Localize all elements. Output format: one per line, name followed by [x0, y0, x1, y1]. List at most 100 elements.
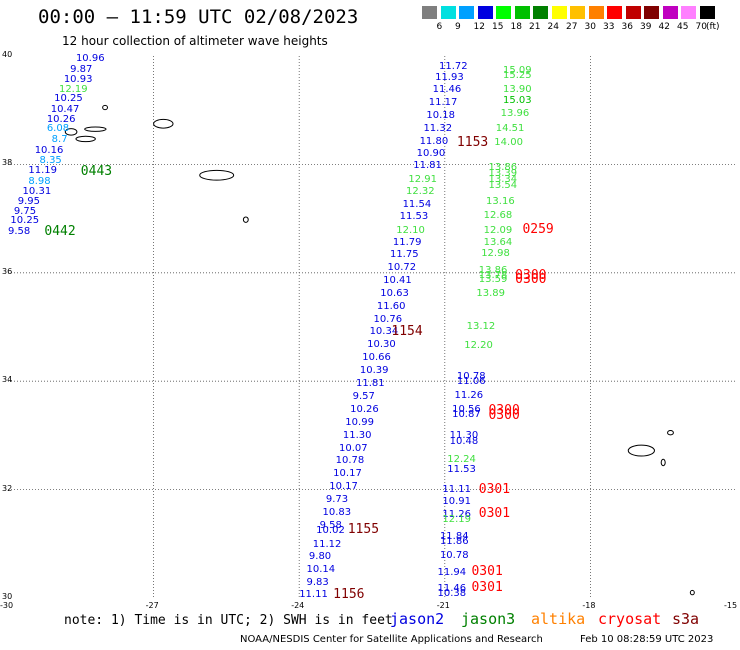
island-outline [64, 128, 78, 136]
wave-height-value: 11.81 [413, 160, 442, 172]
wave-height-value: 15.03 [503, 94, 532, 106]
credit-text: NOAA/NESDIS Center for Satellite Applica… [240, 634, 543, 645]
wave-height-value: 10.41 [383, 275, 412, 287]
legend-swatch [607, 6, 623, 19]
legend-label: 39 [640, 22, 652, 32]
lon-tick-label: -30 [0, 601, 14, 610]
pass-time-label: 0301 [478, 506, 511, 522]
legend-label: 21 [529, 22, 541, 32]
wave-height-value: 10.14 [306, 564, 336, 576]
wave-height-value: 14.00 [494, 136, 523, 148]
legend-label: 27 [566, 22, 578, 32]
pass-time-label: 0259 [522, 222, 554, 238]
wave-height-value: 11.46 [432, 84, 462, 96]
pass-time-label: 0300 [488, 407, 520, 423]
legend-swatch [662, 6, 679, 19]
wave-height-value: 9.57 [352, 390, 375, 402]
wave-height-value: 12.68 [483, 210, 513, 222]
wave-height-value: 10.72 [387, 261, 417, 273]
lat-lon-grid [8, 56, 736, 598]
legend-label: 45 [677, 22, 689, 32]
wave-height-value: 10.17 [329, 481, 358, 493]
wave-height-value: 10.16 [34, 144, 64, 156]
wave-height-value: 11.60 [376, 300, 406, 312]
pass-time-label: 0301 [478, 481, 511, 497]
wave-height-value: 11.17 [428, 97, 458, 109]
wave-height-value: 6.08 [46, 123, 70, 135]
wave-height-value: 14.51 [495, 123, 525, 135]
wave-height-value: 12.19 [58, 83, 88, 95]
legend-label: 42 [658, 22, 670, 32]
island-outline [153, 118, 174, 129]
wave-height-value: 10.66 [362, 352, 391, 364]
wave-height-value: 12.10 [396, 224, 425, 236]
island-outline [102, 104, 108, 111]
wave-height-value: 10.91 [442, 496, 471, 508]
pass-time-label: 0443 [80, 163, 113, 179]
wave-height-value: 13.78 [478, 270, 508, 282]
wave-height-value: 10.07 [338, 442, 368, 454]
wave-height-value: 13.86 [478, 265, 508, 277]
wave-height-value: 11.94 [437, 567, 467, 579]
legend-swatch [625, 6, 642, 19]
wave-height-value: 13.34 [488, 173, 518, 185]
lat-tick-label: 36 [2, 266, 13, 276]
lat-tick-label: 32 [2, 483, 13, 493]
legend-swatch [588, 6, 605, 19]
wave-height-value: 11.11 [442, 484, 471, 496]
islands-layer [64, 104, 695, 596]
island-outline [75, 135, 96, 143]
satellite-altika: altika [531, 610, 586, 628]
wave-height-value: 11.80 [419, 135, 449, 147]
wave-height-value: 10.90 [416, 147, 446, 159]
island-outline [242, 216, 249, 223]
legend-swatch [699, 6, 716, 19]
generated-time: Feb 10 08:28:59 UTC 2023 [580, 634, 714, 645]
wave-height-value: 10.25 [54, 93, 83, 105]
legend-swatch [681, 6, 697, 19]
wave-height-value: 11.75 [389, 249, 419, 261]
legend-label: 6 [436, 22, 443, 32]
wave-height-value: 11.86 [439, 536, 469, 548]
wave-height-value: 10.56 [452, 404, 481, 416]
pass-time-label: 0442 [44, 224, 76, 240]
wave-height-value: 10.83 [322, 506, 352, 518]
pass-time-label: 1154 [391, 323, 423, 339]
wave-height-value: 10.93 [63, 73, 93, 85]
wave-height-value: 11.30 [449, 430, 479, 442]
legend-swatch [422, 6, 438, 19]
legend-swatch [533, 6, 549, 19]
wave-height-value: 10.87 [452, 408, 481, 420]
island-outline [199, 169, 235, 181]
wave-height-value: 12.20 [464, 339, 493, 351]
satellite-jason3: jason3 [461, 610, 516, 628]
wave-height-value: 10.02 [316, 524, 345, 536]
wave-height-value: 12.19 [442, 513, 471, 525]
wave-height-value: 10.76 [373, 313, 403, 325]
pass-time-label: 0300 [488, 403, 520, 419]
wave-height-value: 11.53 [447, 463, 476, 475]
legend-label: 18 [510, 22, 522, 32]
pass-time-label: 0301 [471, 580, 503, 596]
wave-height-value: 15.25 [503, 70, 532, 82]
legend-swatch [570, 6, 586, 19]
wave-height-value: 10.78 [335, 455, 365, 467]
wave-height-value: 11.46 [437, 582, 467, 594]
wave-height-value: 9.87 [70, 63, 93, 75]
wave-height-value: 13.90 [503, 84, 532, 96]
wave-height-value: 11.06 [456, 376, 486, 388]
wave-height-value: 13.96 [500, 107, 530, 119]
wave-height-value: 12.32 [405, 186, 435, 198]
wave-height-value: 13.39 [488, 168, 518, 180]
legend-label: 15 [492, 22, 504, 32]
wave-height-value: 10.30 [367, 338, 396, 350]
wave-height-value: 13.86 [488, 162, 518, 174]
lon-tick-label: -21 [436, 601, 450, 610]
wave-height-value: 10.78 [439, 549, 469, 561]
units-note: note: 1) Time is in UTC; 2) SWH is in fe… [64, 613, 393, 628]
wave-height-value: 13.54 [488, 180, 518, 192]
wave-height-value: 13.12 [466, 321, 496, 332]
satellite-s3a: s3a [672, 610, 700, 628]
